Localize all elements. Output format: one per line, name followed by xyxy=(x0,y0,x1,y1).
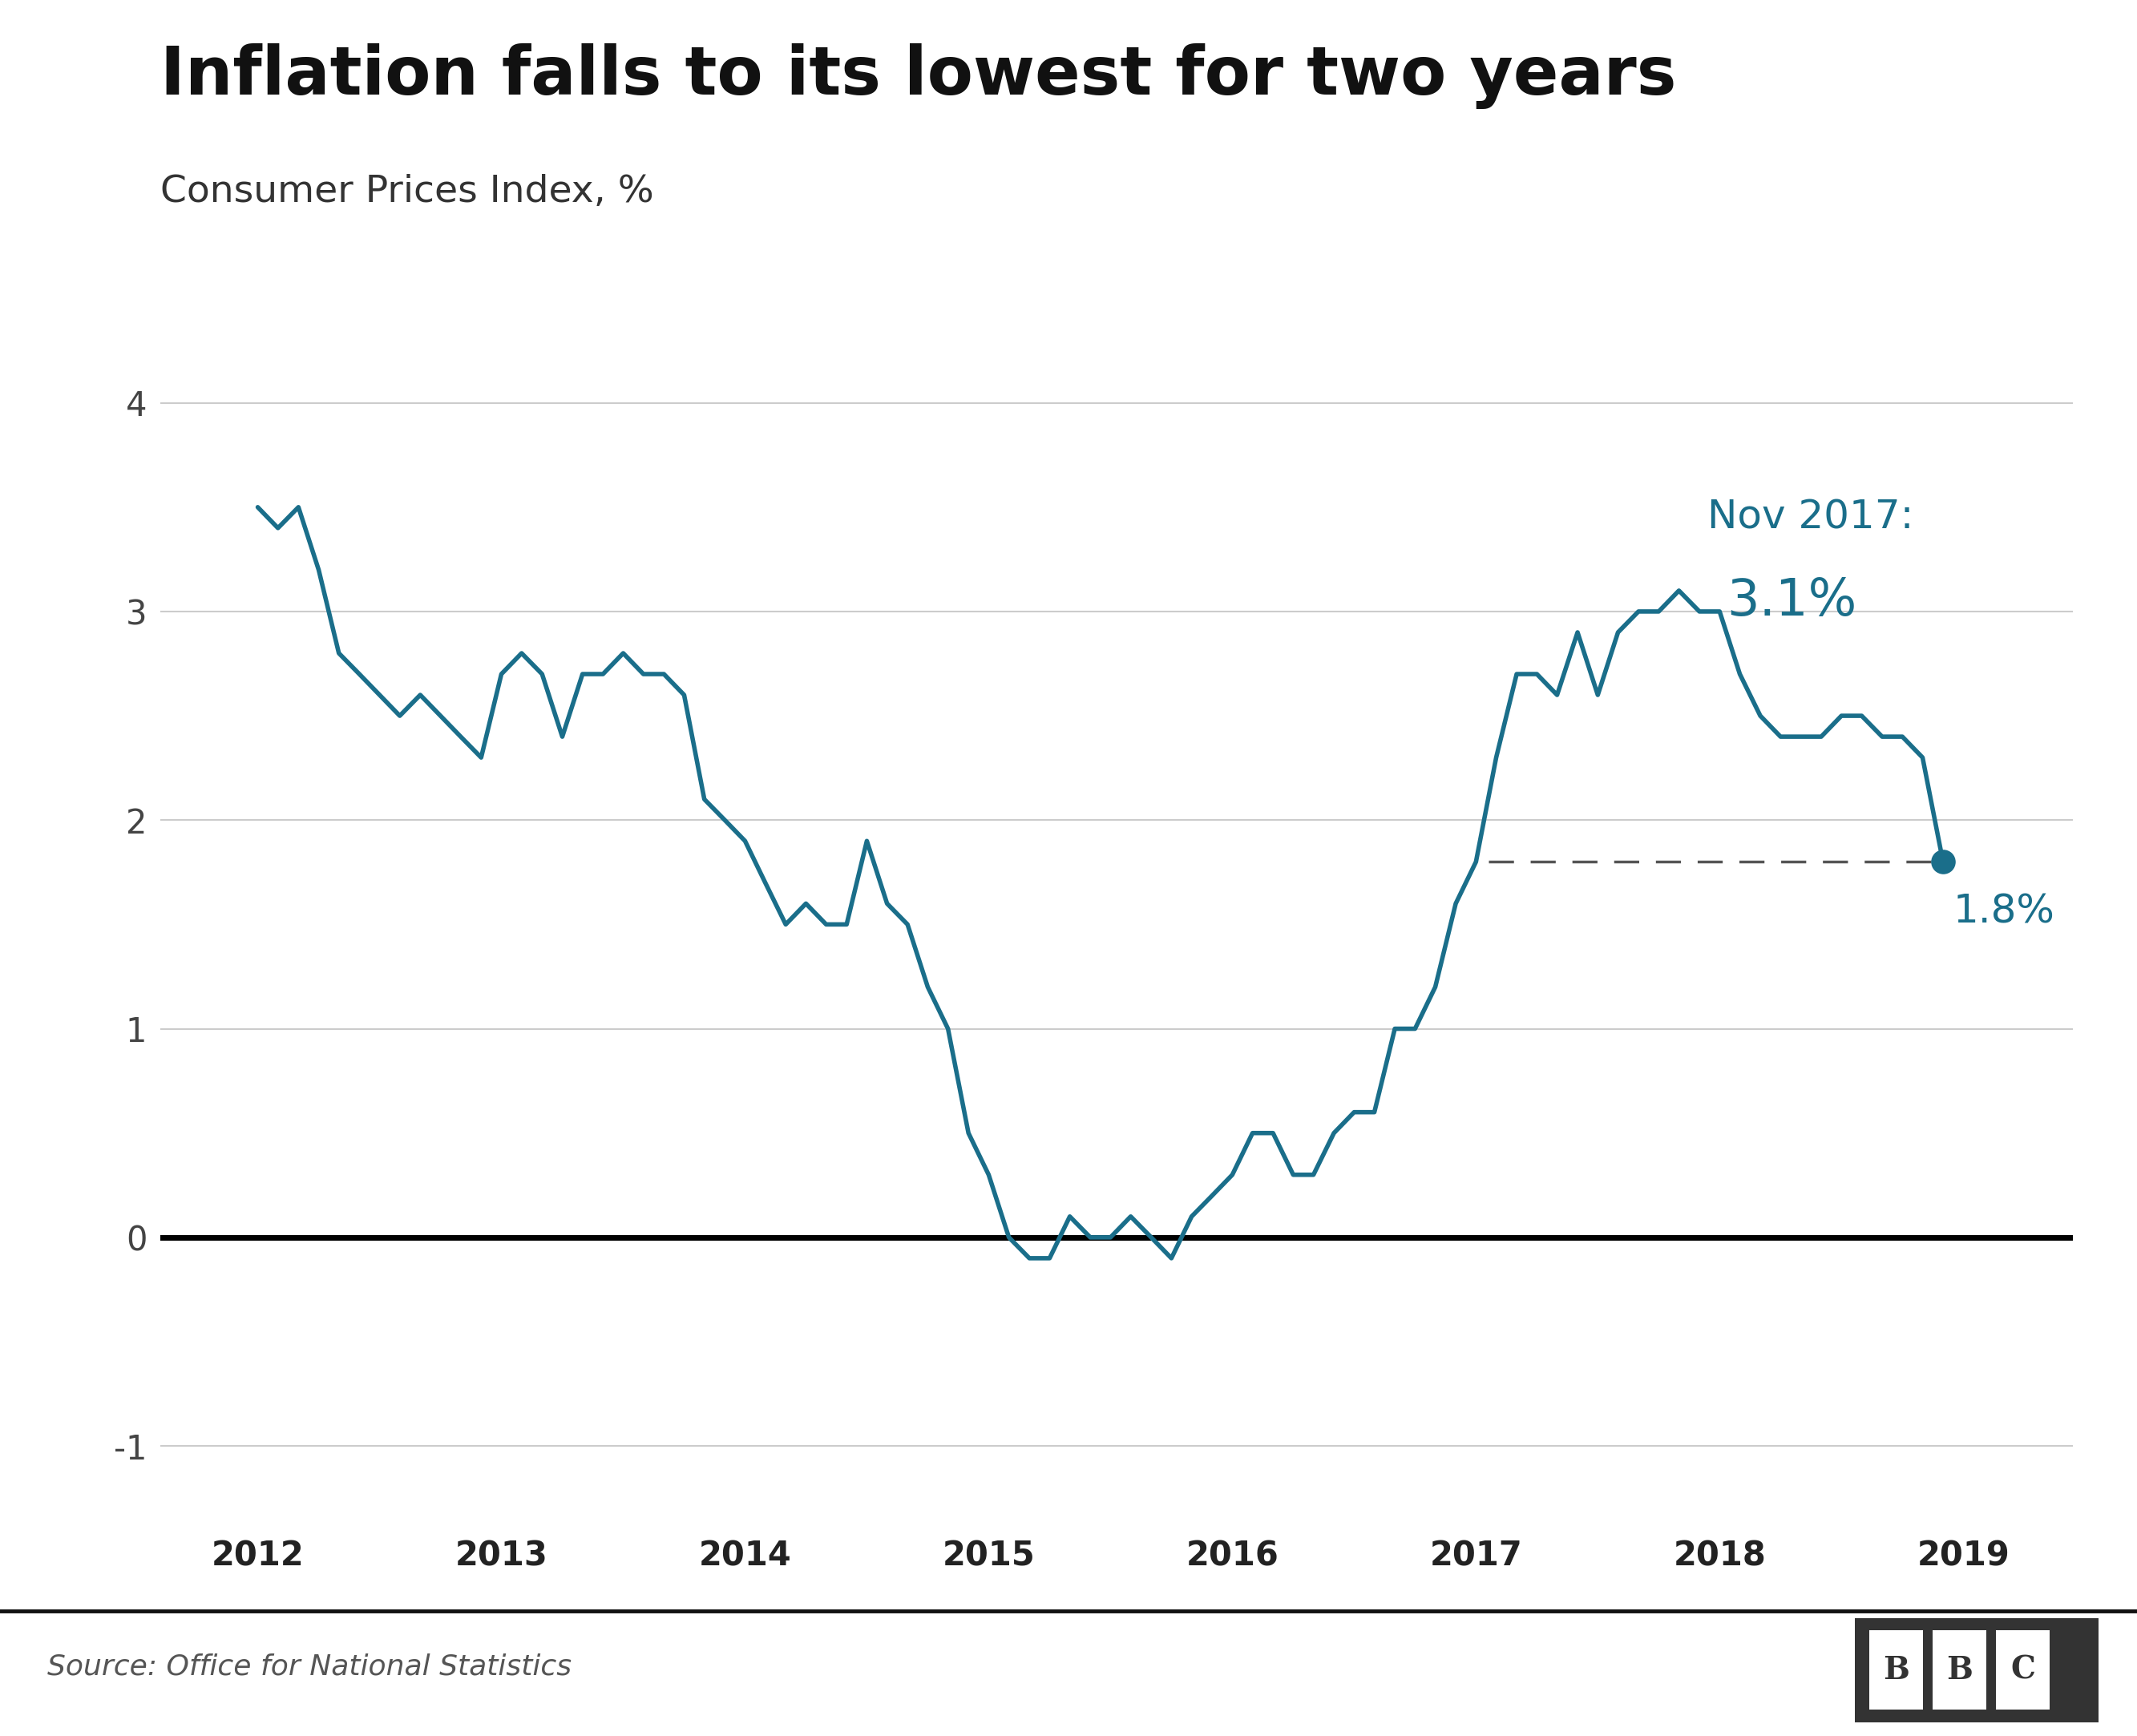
Text: Source: Office for National Statistics: Source: Office for National Statistics xyxy=(47,1653,571,1680)
Text: C: C xyxy=(2011,1654,2034,1686)
Text: B: B xyxy=(1883,1654,1910,1686)
Text: 3.1%: 3.1% xyxy=(1727,576,1857,627)
Text: Consumer Prices Index, %: Consumer Prices Index, % xyxy=(160,174,654,210)
Bar xyxy=(1996,1630,2049,1710)
Text: 1.8%: 1.8% xyxy=(1953,892,2054,930)
Text: Inflation falls to its lowest for two years: Inflation falls to its lowest for two ye… xyxy=(160,43,1675,109)
Text: B: B xyxy=(1947,1654,1972,1686)
Text: Nov 2017:: Nov 2017: xyxy=(1707,498,1915,536)
Bar xyxy=(1932,1630,1987,1710)
Bar xyxy=(1870,1630,1923,1710)
